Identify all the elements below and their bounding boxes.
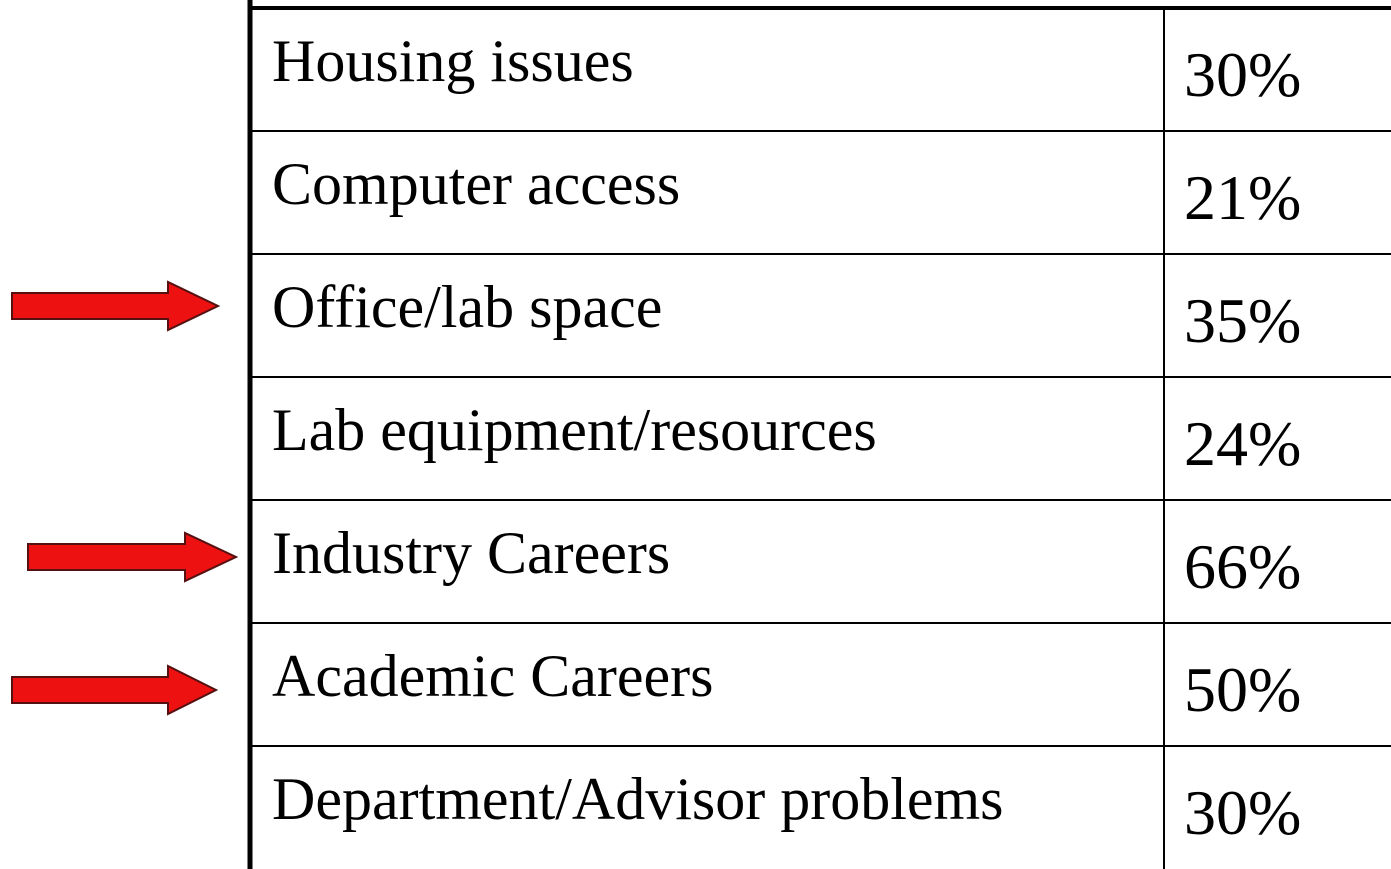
arrow xyxy=(11,664,219,716)
row-value: 30% xyxy=(1184,777,1301,848)
arrow xyxy=(11,280,221,332)
arrows xyxy=(11,280,239,716)
row-value: 24% xyxy=(1184,408,1301,479)
row-value: 30% xyxy=(1184,39,1301,110)
row-value: 66% xyxy=(1184,531,1301,602)
row-label: Academic Careers xyxy=(272,643,713,709)
row-label: Industry Careers xyxy=(272,520,670,586)
row-value: 21% xyxy=(1184,162,1301,233)
table: Housing issues 30% Computer access 21% Offic… xyxy=(247,0,1391,869)
row-value: 35% xyxy=(1184,285,1301,356)
row-label: Computer access xyxy=(272,151,680,217)
row-value: 50% xyxy=(1184,654,1301,725)
row-label: Office/lab space xyxy=(272,274,662,340)
arrow xyxy=(27,531,239,583)
row-label: Lab equipment/resources xyxy=(272,397,877,463)
row-label: Department/Advisor problems xyxy=(272,766,1004,832)
row-label: Housing issues xyxy=(272,28,634,94)
